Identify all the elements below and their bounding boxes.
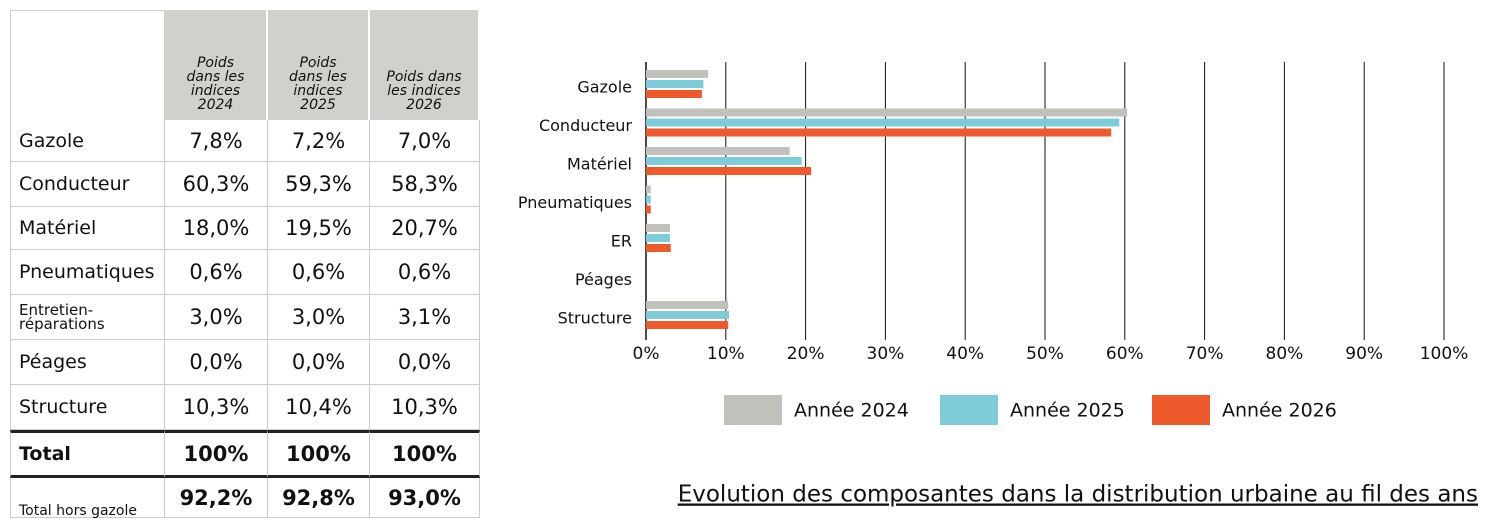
bar	[646, 321, 729, 329]
x-tick-label: 50%	[1026, 344, 1064, 364]
table-cell: 3,0%	[165, 295, 268, 340]
legend-swatch	[940, 395, 998, 425]
y-tick-label: Péages	[575, 270, 632, 289]
table-cell: Poids dans les indices 2026	[370, 10, 480, 120]
table-cell: 100%	[165, 430, 268, 478]
bar	[646, 244, 671, 252]
table-cell: 0,6%	[165, 250, 268, 295]
x-tick-label: 20%	[787, 344, 825, 364]
x-tick-label: 10%	[707, 344, 745, 364]
table-cell: 20,7%	[370, 207, 480, 250]
y-tick-label: ER	[611, 232, 632, 251]
bar	[646, 185, 651, 194]
bar	[646, 90, 702, 98]
x-tick-label: 30%	[867, 344, 905, 364]
table-cell: 100%	[370, 430, 480, 478]
table-cell	[10, 10, 165, 120]
table-cell: Structure	[10, 385, 165, 430]
table-cell: 0,0%	[370, 340, 480, 385]
table-cell: 0,0%	[268, 340, 370, 385]
table-cell: Gazole	[10, 120, 165, 162]
bar	[646, 205, 651, 214]
table-cell: 10,3%	[370, 385, 480, 430]
table-cell: 10,3%	[165, 385, 268, 430]
table-cell: 100%	[268, 430, 370, 478]
table-cell: 7,8%	[165, 120, 268, 162]
table-cell: 0,0%	[165, 340, 268, 385]
x-tick-label: 100%	[1420, 344, 1469, 364]
legend-label: Année 2024	[794, 400, 909, 422]
bar	[646, 80, 704, 88]
table-cell: 58,3%	[370, 162, 480, 207]
bar	[646, 195, 651, 204]
x-tick-label: 60%	[1106, 344, 1144, 364]
legend-label: Année 2025	[1010, 400, 1125, 422]
bar	[646, 167, 812, 175]
table-cell: 60,3%	[165, 162, 268, 207]
table-cell: 10,4%	[268, 385, 370, 430]
x-tick-label: 40%	[946, 344, 984, 364]
table-cell: Total	[10, 430, 165, 478]
bar	[646, 70, 709, 78]
bar	[646, 234, 670, 242]
legend-label: Année 2026	[1222, 400, 1337, 422]
x-tick-label: 70%	[1186, 344, 1224, 364]
bar	[646, 311, 729, 319]
y-tick-label: Structure	[558, 309, 632, 328]
y-tick-label: Conducteur	[539, 116, 632, 135]
table-cell: 19,5%	[268, 207, 370, 250]
y-tick-label: Pneumatiques	[518, 193, 632, 212]
bar	[646, 224, 670, 232]
table-cell: Pneumatiques	[10, 250, 165, 295]
table-cell: 3,0%	[268, 295, 370, 340]
bar	[646, 118, 1120, 127]
x-tick-label: 90%	[1345, 344, 1383, 364]
table-cell: 7,2%	[268, 120, 370, 162]
table-cell: Matériel	[10, 207, 165, 250]
y-tick-label: Matériel	[567, 155, 632, 174]
table-cell: Péages	[10, 340, 165, 385]
table-cell: Conducteur	[10, 162, 165, 207]
table-cell: 59,3%	[268, 162, 370, 207]
table-cell: Poids dans les indices 2025	[268, 10, 370, 120]
table-cell: 3,1%	[370, 295, 480, 340]
table-cell: Entretien-réparations	[10, 295, 165, 340]
bar	[646, 128, 1112, 137]
x-tick-label: 80%	[1266, 344, 1304, 364]
chart-title: Evolution des composantes dans la distri…	[678, 482, 1478, 508]
table-cell: 18,0%	[165, 207, 268, 250]
table-cell: 0,6%	[370, 250, 480, 295]
table-cell: Poids dans les indices 2024	[165, 10, 268, 120]
x-tick-label: 0%	[633, 344, 660, 364]
table-cell: 7,0%	[370, 120, 480, 162]
legend-swatch	[724, 395, 782, 425]
legend-swatch	[1152, 395, 1210, 425]
y-tick-label: Gazole	[577, 78, 632, 97]
bar	[646, 108, 1128, 117]
bar	[646, 157, 802, 165]
bar	[646, 147, 790, 155]
bar	[646, 301, 729, 309]
table-cell: 0,6%	[268, 250, 370, 295]
